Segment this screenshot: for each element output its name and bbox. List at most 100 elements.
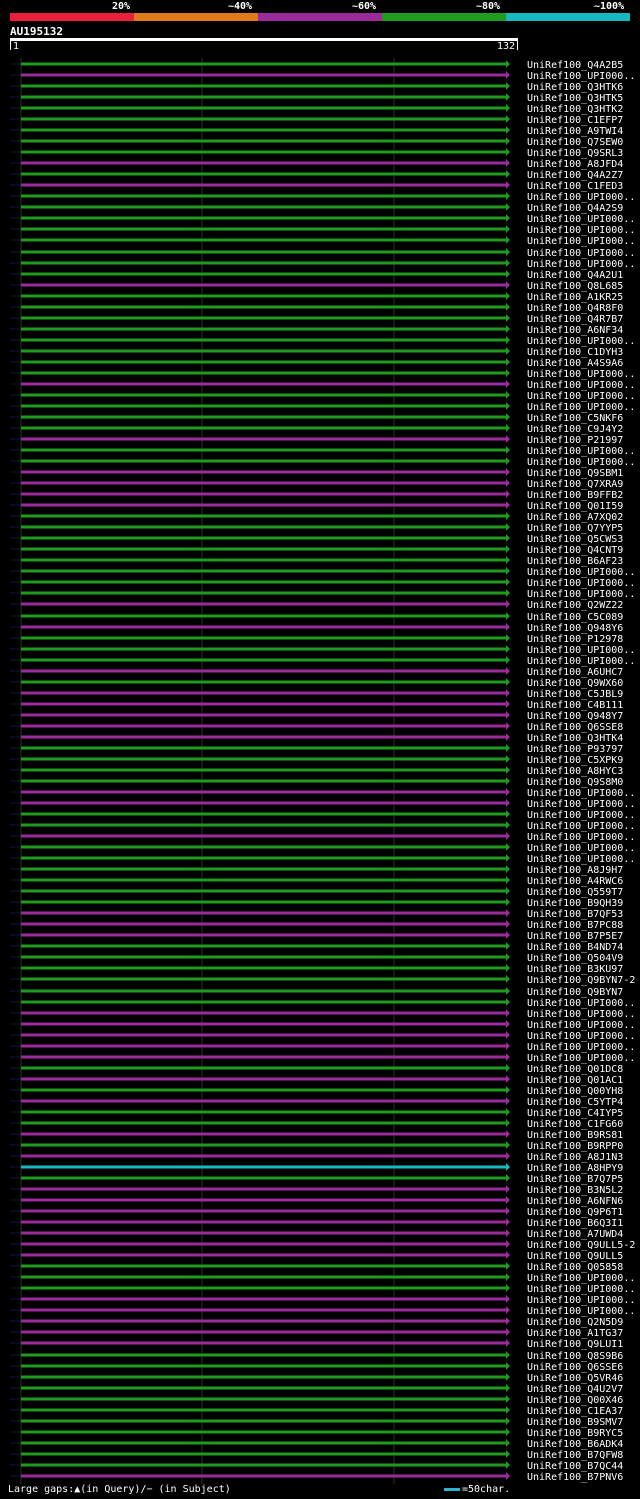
hit-label[interactable]: UniRef100_Q3HTK4 — [527, 733, 623, 744]
hit-label[interactable]: UniRef100_UPI000.. — [527, 1284, 635, 1295]
hit-label[interactable]: UniRef100_Q948Y6 — [527, 623, 623, 634]
hit-row[interactable]: UniRef100_UPI000.. — [10, 1031, 635, 1042]
hit-label[interactable]: UniRef100_B3KU97 — [527, 964, 623, 975]
hit-label[interactable]: UniRef100_B9RYC5 — [527, 1428, 623, 1439]
hit-label[interactable]: UniRef100_Q6SSE8 — [527, 722, 623, 733]
hit-row[interactable]: UniRef100_A8J9H7 — [10, 865, 623, 876]
hit-row[interactable]: UniRef100_Q01AC1 — [10, 1075, 623, 1086]
hit-row[interactable]: UniRef100_Q8L685 — [10, 281, 623, 292]
hit-row[interactable]: UniRef100_UPI000.. — [10, 336, 635, 347]
hit-row[interactable]: UniRef100_A9TWI4 — [10, 126, 623, 137]
hit-label[interactable]: UniRef100_A9TWI4 — [527, 126, 623, 137]
hit-row[interactable]: UniRef100_B9FFB2 — [10, 490, 623, 501]
hit-row[interactable]: UniRef100_Q5VR46 — [10, 1373, 623, 1384]
hit-row[interactable]: UniRef100_UPI000.. — [10, 799, 635, 810]
hit-label[interactable]: UniRef100_Q4R8F0 — [527, 303, 623, 314]
hit-row[interactable]: UniRef100_Q3HTK2 — [10, 104, 623, 115]
hit-label[interactable]: UniRef100_Q4A2Z7 — [527, 170, 623, 181]
hit-row[interactable]: UniRef100_Q00YH8 — [10, 1086, 623, 1097]
hit-row[interactable]: UniRef100_Q6SSE6 — [10, 1362, 623, 1373]
hit-label[interactable]: UniRef100_Q9S8M0 — [527, 777, 623, 788]
hit-label[interactable]: UniRef100_UPI000.. — [527, 810, 635, 821]
hit-label[interactable]: UniRef100_B7PNV6 — [527, 1472, 623, 1483]
hit-label[interactable]: UniRef100_Q9SBM1 — [527, 468, 623, 479]
hit-row[interactable]: UniRef100_UPI000.. — [10, 391, 635, 402]
hit-label[interactable]: UniRef100_A6UHC7 — [527, 667, 623, 678]
hit-label[interactable]: UniRef100_B7QF53 — [527, 909, 623, 920]
hit-row[interactable]: UniRef100_A8J1N3 — [10, 1152, 623, 1163]
hit-label[interactable]: UniRef100_C4B111 — [527, 700, 623, 711]
hit-row[interactable]: UniRef100_Q00X46 — [10, 1395, 623, 1406]
hit-row[interactable]: UniRef100_UPI000.. — [10, 578, 635, 589]
hit-row[interactable]: UniRef100_UPI000.. — [10, 832, 635, 843]
hit-row[interactable]: UniRef100_UPI000.. — [10, 843, 635, 854]
hit-row[interactable]: UniRef100_Q9BYN7-2 — [10, 975, 635, 986]
hit-label[interactable]: UniRef100_UPI000.. — [527, 1042, 635, 1053]
hit-row[interactable]: UniRef100_UPI000.. — [10, 446, 635, 457]
hit-row[interactable]: UniRef100_A4S9A6 — [10, 358, 623, 369]
hit-label[interactable]: UniRef100_C5XPK9 — [527, 755, 623, 766]
hit-label[interactable]: UniRef100_UPI000.. — [527, 821, 635, 832]
hit-row[interactable]: UniRef100_Q01I59 — [10, 501, 623, 512]
hit-row[interactable]: UniRef100_A6NFN6 — [10, 1196, 623, 1207]
hit-label[interactable]: UniRef100_Q9ULL5 — [527, 1251, 623, 1262]
hit-row[interactable]: UniRef100_B3KU97 — [10, 964, 623, 975]
hit-label[interactable]: UniRef100_A4S9A6 — [527, 358, 623, 369]
hit-label[interactable]: UniRef100_Q4U2V7 — [527, 1384, 623, 1395]
hit-label[interactable]: UniRef100_B7Q7P5 — [527, 1174, 623, 1185]
hit-row[interactable]: UniRef100_UPI000.. — [10, 810, 635, 821]
hit-row[interactable]: UniRef100_Q5CWS3 — [10, 534, 623, 545]
hit-row[interactable]: UniRef100_UPI000.. — [10, 998, 635, 1009]
hit-row[interactable]: UniRef100_UPI000.. — [10, 1009, 635, 1020]
hit-row[interactable]: UniRef100_UPI000.. — [10, 854, 635, 865]
hit-row[interactable]: UniRef100_B9RS81 — [10, 1130, 623, 1141]
hit-label[interactable]: UniRef100_B6AF23 — [527, 556, 623, 567]
hit-label[interactable]: UniRef100_B9FFB2 — [527, 490, 623, 501]
hit-label[interactable]: UniRef100_UPI000.. — [527, 225, 635, 236]
hit-row[interactable]: UniRef100_UPI000.. — [10, 214, 635, 225]
hit-label[interactable]: UniRef100_Q7XRA9 — [527, 479, 623, 490]
hit-label[interactable]: UniRef100_UPI000.. — [527, 1009, 635, 1020]
hit-row[interactable]: UniRef100_B7QF53 — [10, 909, 623, 920]
hit-label[interactable]: UniRef100_UPI000.. — [527, 998, 635, 1009]
hit-row[interactable]: UniRef100_C4IYP5 — [10, 1108, 623, 1119]
hit-row[interactable]: UniRef100_Q4U2V7 — [10, 1384, 623, 1395]
hit-label[interactable]: UniRef100_Q01AC1 — [527, 1075, 623, 1086]
hit-label[interactable]: UniRef100_Q7YYP5 — [527, 523, 623, 534]
hit-row[interactable]: UniRef100_UPI000.. — [10, 567, 635, 578]
hit-row[interactable]: UniRef100_Q4R7B7 — [10, 314, 623, 325]
hit-row[interactable]: UniRef100_B6ADK4 — [10, 1439, 623, 1450]
hit-row[interactable]: UniRef100_Q9S8M0 — [10, 777, 623, 788]
hit-label[interactable]: UniRef100_Q2WZ22 — [527, 600, 623, 611]
hit-label[interactable]: UniRef100_UPI000.. — [527, 402, 635, 413]
hit-row[interactable]: UniRef100_B7QFW8 — [10, 1450, 623, 1461]
hit-row[interactable]: UniRef100_Q6SSE8 — [10, 722, 623, 733]
hit-row[interactable]: UniRef100_Q9ULL5-2 — [10, 1240, 635, 1251]
hit-label[interactable]: UniRef100_Q05858 — [527, 1262, 623, 1273]
hit-label[interactable]: UniRef100_Q3HTK2 — [527, 104, 623, 115]
hit-label[interactable]: UniRef100_B9SMV7 — [527, 1417, 623, 1428]
hit-row[interactable]: UniRef100_A4RWC6 — [10, 876, 623, 887]
hit-label[interactable]: UniRef100_Q7SEW0 — [527, 137, 623, 148]
hit-row[interactable]: UniRef100_UPI000.. — [10, 457, 635, 468]
hit-label[interactable]: UniRef100_B9QH39 — [527, 898, 623, 909]
hit-label[interactable]: UniRef100_Q00X46 — [527, 1395, 623, 1406]
hit-row[interactable]: UniRef100_Q948Y7 — [10, 711, 623, 722]
hit-label[interactable]: UniRef100_UPI000.. — [527, 391, 635, 402]
hit-label[interactable]: UniRef100_UPI000.. — [527, 71, 635, 82]
hit-row[interactable]: UniRef100_UPI000.. — [10, 645, 635, 656]
hit-label[interactable]: UniRef100_B7QC44 — [527, 1461, 623, 1472]
hit-label[interactable]: UniRef100_Q5CWS3 — [527, 534, 623, 545]
hit-row[interactable]: UniRef100_Q4CNT9 — [10, 545, 623, 556]
hit-label[interactable]: UniRef100_C1FG60 — [527, 1119, 623, 1130]
hit-row[interactable]: UniRef100_A6NF34 — [10, 325, 623, 336]
hit-label[interactable]: UniRef100_Q559T7 — [527, 887, 623, 898]
hit-label[interactable]: UniRef100_Q9BYN7-2 — [527, 975, 635, 986]
hit-label[interactable]: UniRef100_UPI000.. — [527, 578, 635, 589]
hit-row[interactable]: UniRef100_P93797 — [10, 744, 623, 755]
hit-row[interactable]: UniRef100_UPI000.. — [10, 656, 635, 667]
hit-row[interactable]: UniRef100_Q4A2B5 — [10, 60, 623, 71]
hit-row[interactable]: UniRef100_UPI000.. — [10, 369, 635, 380]
hit-row[interactable]: UniRef100_UPI000.. — [10, 192, 635, 203]
hit-label[interactable]: UniRef100_C1FED3 — [527, 181, 623, 192]
